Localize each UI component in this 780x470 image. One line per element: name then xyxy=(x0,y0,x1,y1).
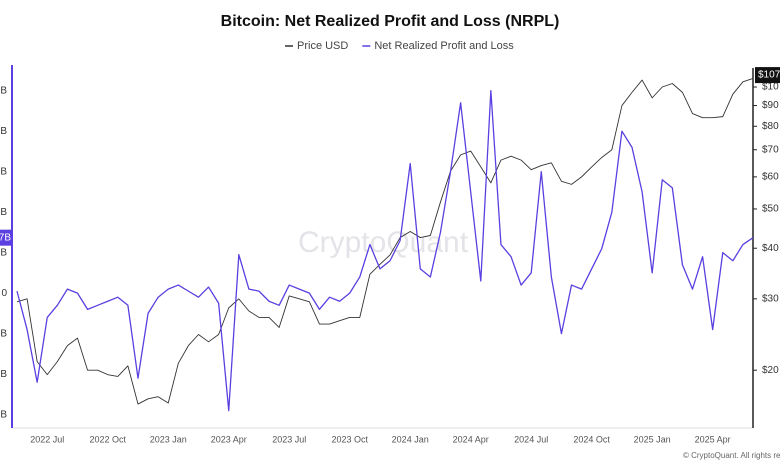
y2-tick-label: $90 xyxy=(762,100,779,111)
y-tick-label: B xyxy=(0,247,7,258)
x-tick-label: 2022 Jul xyxy=(30,434,64,444)
x-tick-label: 2025 Jan xyxy=(634,434,671,444)
y2-current-tag xyxy=(755,67,780,84)
x-tick-label: 2023 Apr xyxy=(211,434,247,444)
y-tick-label: B xyxy=(0,369,7,380)
y2-tick-label: $40 xyxy=(762,243,779,254)
y-tick-label: B xyxy=(0,166,7,177)
legend-label: Price USD xyxy=(297,40,348,52)
footer: © CryptoQuant. All rights reserv xyxy=(683,451,780,460)
series-line xyxy=(16,77,754,405)
y-tick-label: 0 xyxy=(1,288,7,299)
y-tick-label: B xyxy=(0,85,7,96)
y2-tick-label: $60 xyxy=(762,172,779,183)
watermark: CryptoQuant xyxy=(298,226,469,259)
x-tick-label: 2023 Oct xyxy=(331,434,368,444)
y2-tick-label: $20 xyxy=(762,365,779,376)
y-current-tag xyxy=(0,229,12,246)
y-tick-label: B xyxy=(0,328,7,339)
x-tick-label: 2024 Oct xyxy=(573,434,610,444)
y2-tick-label: $30 xyxy=(762,293,779,304)
x-tick-label: 2022 Oct xyxy=(89,434,126,444)
chart-title: Bitcoin: Net Realized Profit and Loss (N… xyxy=(221,13,560,30)
x-tick-label: 2024 Apr xyxy=(453,434,489,444)
x-tick-label: 2025 Apr xyxy=(695,434,731,444)
y2-current-label: $107 xyxy=(758,70,780,81)
y-tick-label: B xyxy=(0,409,7,420)
y2-tick-label: $70 xyxy=(762,144,779,155)
legend-label: Net Realized Profit and Loss xyxy=(374,40,514,52)
y-tick-label: B xyxy=(0,207,7,218)
series-line xyxy=(16,90,754,412)
y2-tick-label: $80 xyxy=(762,121,779,132)
x-tick-label: 2024 Jul xyxy=(514,434,548,444)
x-tick-label: 2023 Jan xyxy=(150,434,187,444)
y-current-label: 7B xyxy=(0,232,11,243)
y2-tick-label: $10 xyxy=(762,82,779,93)
y-tick-label: B xyxy=(0,126,7,137)
x-tick-label: 2024 Jan xyxy=(392,434,429,444)
x-tick-label: 2023 Jul xyxy=(272,434,306,444)
y2-tick-label: $50 xyxy=(762,204,779,215)
